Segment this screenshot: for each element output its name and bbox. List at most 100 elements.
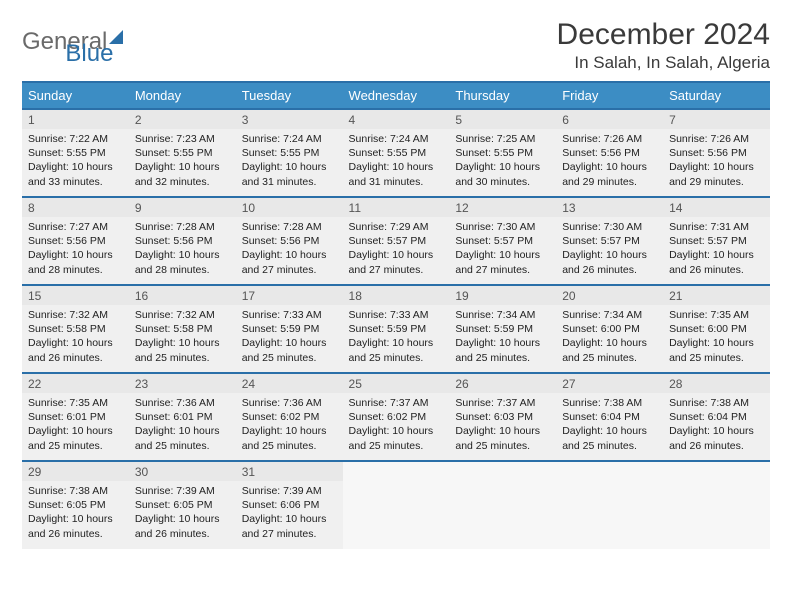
daylight-line: Daylight: 10 hours and 27 minutes. [242, 512, 337, 540]
day-info: Sunrise: 7:25 AMSunset: 5:55 PMDaylight:… [449, 129, 556, 193]
calendar-cell: 30Sunrise: 7:39 AMSunset: 6:05 PMDayligh… [129, 461, 236, 549]
day-number: 25 [343, 374, 450, 393]
sunrise-line: Sunrise: 7:35 AM [669, 308, 764, 322]
calendar-cell: 21Sunrise: 7:35 AMSunset: 6:00 PMDayligh… [663, 285, 770, 373]
day-info: Sunrise: 7:27 AMSunset: 5:56 PMDaylight:… [22, 217, 129, 281]
daylight-line: Daylight: 10 hours and 27 minutes. [349, 248, 444, 276]
day-number: 4 [343, 110, 450, 129]
sunrise-line: Sunrise: 7:28 AM [135, 220, 230, 234]
calendar-cell: 29Sunrise: 7:38 AMSunset: 6:05 PMDayligh… [22, 461, 129, 549]
weekday-header: Wednesday [343, 82, 450, 109]
day-info: Sunrise: 7:39 AMSunset: 6:06 PMDaylight:… [236, 481, 343, 545]
sunrise-line: Sunrise: 7:37 AM [455, 396, 550, 410]
day-number: 15 [22, 286, 129, 305]
title-block: December 2024 In Salah, In Salah, Algeri… [557, 18, 770, 73]
daylight-line: Daylight: 10 hours and 27 minutes. [455, 248, 550, 276]
sunset-line: Sunset: 6:03 PM [455, 410, 550, 424]
sunset-line: Sunset: 5:57 PM [562, 234, 657, 248]
day-number: 12 [449, 198, 556, 217]
calendar-week-row: 15Sunrise: 7:32 AMSunset: 5:58 PMDayligh… [22, 285, 770, 373]
sunset-line: Sunset: 5:55 PM [28, 146, 123, 160]
sunrise-line: Sunrise: 7:39 AM [135, 484, 230, 498]
calendar-cell: 18Sunrise: 7:33 AMSunset: 5:59 PMDayligh… [343, 285, 450, 373]
sunrise-line: Sunrise: 7:28 AM [242, 220, 337, 234]
sunset-line: Sunset: 5:57 PM [349, 234, 444, 248]
daylight-line: Daylight: 10 hours and 26 minutes. [28, 336, 123, 364]
daylight-line: Daylight: 10 hours and 26 minutes. [135, 512, 230, 540]
day-info: Sunrise: 7:32 AMSunset: 5:58 PMDaylight:… [129, 305, 236, 369]
day-number: 3 [236, 110, 343, 129]
sunset-line: Sunset: 6:05 PM [135, 498, 230, 512]
weekday-header: Thursday [449, 82, 556, 109]
calendar-cell: 23Sunrise: 7:36 AMSunset: 6:01 PMDayligh… [129, 373, 236, 461]
day-info: Sunrise: 7:24 AMSunset: 5:55 PMDaylight:… [343, 129, 450, 193]
calendar-cell: 17Sunrise: 7:33 AMSunset: 5:59 PMDayligh… [236, 285, 343, 373]
calendar-cell: 2Sunrise: 7:23 AMSunset: 5:55 PMDaylight… [129, 109, 236, 197]
day-number: 23 [129, 374, 236, 393]
day-info: Sunrise: 7:34 AMSunset: 6:00 PMDaylight:… [556, 305, 663, 369]
day-info: Sunrise: 7:38 AMSunset: 6:04 PMDaylight:… [663, 393, 770, 457]
calendar-table: SundayMondayTuesdayWednesdayThursdayFrid… [22, 81, 770, 549]
sunrise-line: Sunrise: 7:24 AM [349, 132, 444, 146]
day-number: 11 [343, 198, 450, 217]
calendar-cell: 25Sunrise: 7:37 AMSunset: 6:02 PMDayligh… [343, 373, 450, 461]
calendar-cell: 4Sunrise: 7:24 AMSunset: 5:55 PMDaylight… [343, 109, 450, 197]
sunrise-line: Sunrise: 7:38 AM [28, 484, 123, 498]
sunset-line: Sunset: 5:55 PM [242, 146, 337, 160]
sunrise-line: Sunrise: 7:34 AM [562, 308, 657, 322]
calendar-cell-empty [556, 461, 663, 549]
daylight-line: Daylight: 10 hours and 25 minutes. [242, 424, 337, 452]
sunset-line: Sunset: 5:57 PM [455, 234, 550, 248]
logo-text-2: Blue [65, 42, 113, 66]
day-info: Sunrise: 7:26 AMSunset: 5:56 PMDaylight:… [556, 129, 663, 193]
sunset-line: Sunset: 6:00 PM [562, 322, 657, 336]
day-number: 13 [556, 198, 663, 217]
calendar-cell: 3Sunrise: 7:24 AMSunset: 5:55 PMDaylight… [236, 109, 343, 197]
calendar-cell: 1Sunrise: 7:22 AMSunset: 5:55 PMDaylight… [22, 109, 129, 197]
sunrise-line: Sunrise: 7:36 AM [135, 396, 230, 410]
sunset-line: Sunset: 6:04 PM [669, 410, 764, 424]
sunset-line: Sunset: 6:06 PM [242, 498, 337, 512]
day-info: Sunrise: 7:36 AMSunset: 6:01 PMDaylight:… [129, 393, 236, 457]
daylight-line: Daylight: 10 hours and 28 minutes. [135, 248, 230, 276]
sunset-line: Sunset: 5:59 PM [242, 322, 337, 336]
sunrise-line: Sunrise: 7:27 AM [28, 220, 123, 234]
sunset-line: Sunset: 5:55 PM [135, 146, 230, 160]
day-number: 26 [449, 374, 556, 393]
sunset-line: Sunset: 5:58 PM [28, 322, 123, 336]
calendar-header-row: SundayMondayTuesdayWednesdayThursdayFrid… [22, 82, 770, 109]
weekday-header: Friday [556, 82, 663, 109]
day-number: 2 [129, 110, 236, 129]
calendar-cell: 7Sunrise: 7:26 AMSunset: 5:56 PMDaylight… [663, 109, 770, 197]
sunset-line: Sunset: 5:55 PM [455, 146, 550, 160]
daylight-line: Daylight: 10 hours and 25 minutes. [455, 424, 550, 452]
day-info: Sunrise: 7:37 AMSunset: 6:03 PMDaylight:… [449, 393, 556, 457]
calendar-cell: 8Sunrise: 7:27 AMSunset: 5:56 PMDaylight… [22, 197, 129, 285]
day-number: 22 [22, 374, 129, 393]
sunrise-line: Sunrise: 7:39 AM [242, 484, 337, 498]
daylight-line: Daylight: 10 hours and 31 minutes. [242, 160, 337, 188]
sunrise-line: Sunrise: 7:23 AM [135, 132, 230, 146]
calendar-cell: 26Sunrise: 7:37 AMSunset: 6:03 PMDayligh… [449, 373, 556, 461]
calendar-cell: 14Sunrise: 7:31 AMSunset: 5:57 PMDayligh… [663, 197, 770, 285]
day-number: 19 [449, 286, 556, 305]
day-info: Sunrise: 7:24 AMSunset: 5:55 PMDaylight:… [236, 129, 343, 193]
day-info: Sunrise: 7:29 AMSunset: 5:57 PMDaylight:… [343, 217, 450, 281]
calendar-cell-empty [343, 461, 450, 549]
day-number: 10 [236, 198, 343, 217]
calendar-cell-empty [449, 461, 556, 549]
sunset-line: Sunset: 5:59 PM [455, 322, 550, 336]
sunset-line: Sunset: 5:59 PM [349, 322, 444, 336]
sunrise-line: Sunrise: 7:24 AM [242, 132, 337, 146]
day-number: 30 [129, 462, 236, 481]
day-info: Sunrise: 7:36 AMSunset: 6:02 PMDaylight:… [236, 393, 343, 457]
day-info: Sunrise: 7:34 AMSunset: 5:59 PMDaylight:… [449, 305, 556, 369]
sunrise-line: Sunrise: 7:38 AM [669, 396, 764, 410]
calendar-cell: 9Sunrise: 7:28 AMSunset: 5:56 PMDaylight… [129, 197, 236, 285]
daylight-line: Daylight: 10 hours and 26 minutes. [669, 248, 764, 276]
day-info: Sunrise: 7:39 AMSunset: 6:05 PMDaylight:… [129, 481, 236, 545]
daylight-line: Daylight: 10 hours and 26 minutes. [562, 248, 657, 276]
calendar-week-row: 22Sunrise: 7:35 AMSunset: 6:01 PMDayligh… [22, 373, 770, 461]
sunrise-line: Sunrise: 7:33 AM [242, 308, 337, 322]
day-number: 27 [556, 374, 663, 393]
